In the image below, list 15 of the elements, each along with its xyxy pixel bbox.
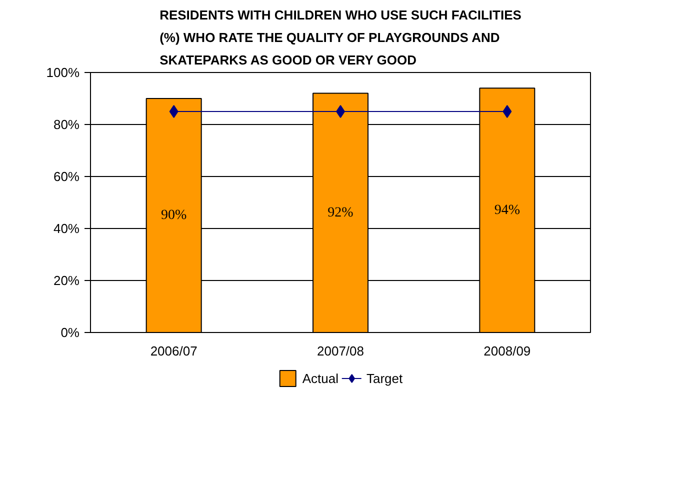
y-tick-label: 100%	[46, 65, 80, 80]
x-tick-label: 2007/08	[317, 344, 364, 358]
y-tick-label: 0%	[60, 325, 80, 340]
data-label: 94%	[494, 202, 520, 218]
chart-title: RESIDENTS WITH CHILDREN WHO USE SUCH FACILITIES (%) WHO RATE THE QUALITY OF PLAYGROUNDS AND SKATEPARKS AS GOOD OR VERY GOOD	[160, 8, 522, 68]
y-tick-label: 20%	[53, 273, 80, 288]
data-label: 90%	[161, 208, 187, 223]
legend-label: Actual	[302, 370, 338, 386]
x-tick-label: 2008/09	[484, 344, 531, 358]
data-label: 92%	[328, 205, 354, 220]
y-tick-label: 40%	[53, 221, 80, 236]
x-tick-label: 2006/07	[150, 344, 198, 358]
y-tick-label: 60%	[53, 169, 80, 184]
y-tick-label: 80%	[53, 117, 80, 132]
legend-label: Target	[366, 370, 403, 386]
